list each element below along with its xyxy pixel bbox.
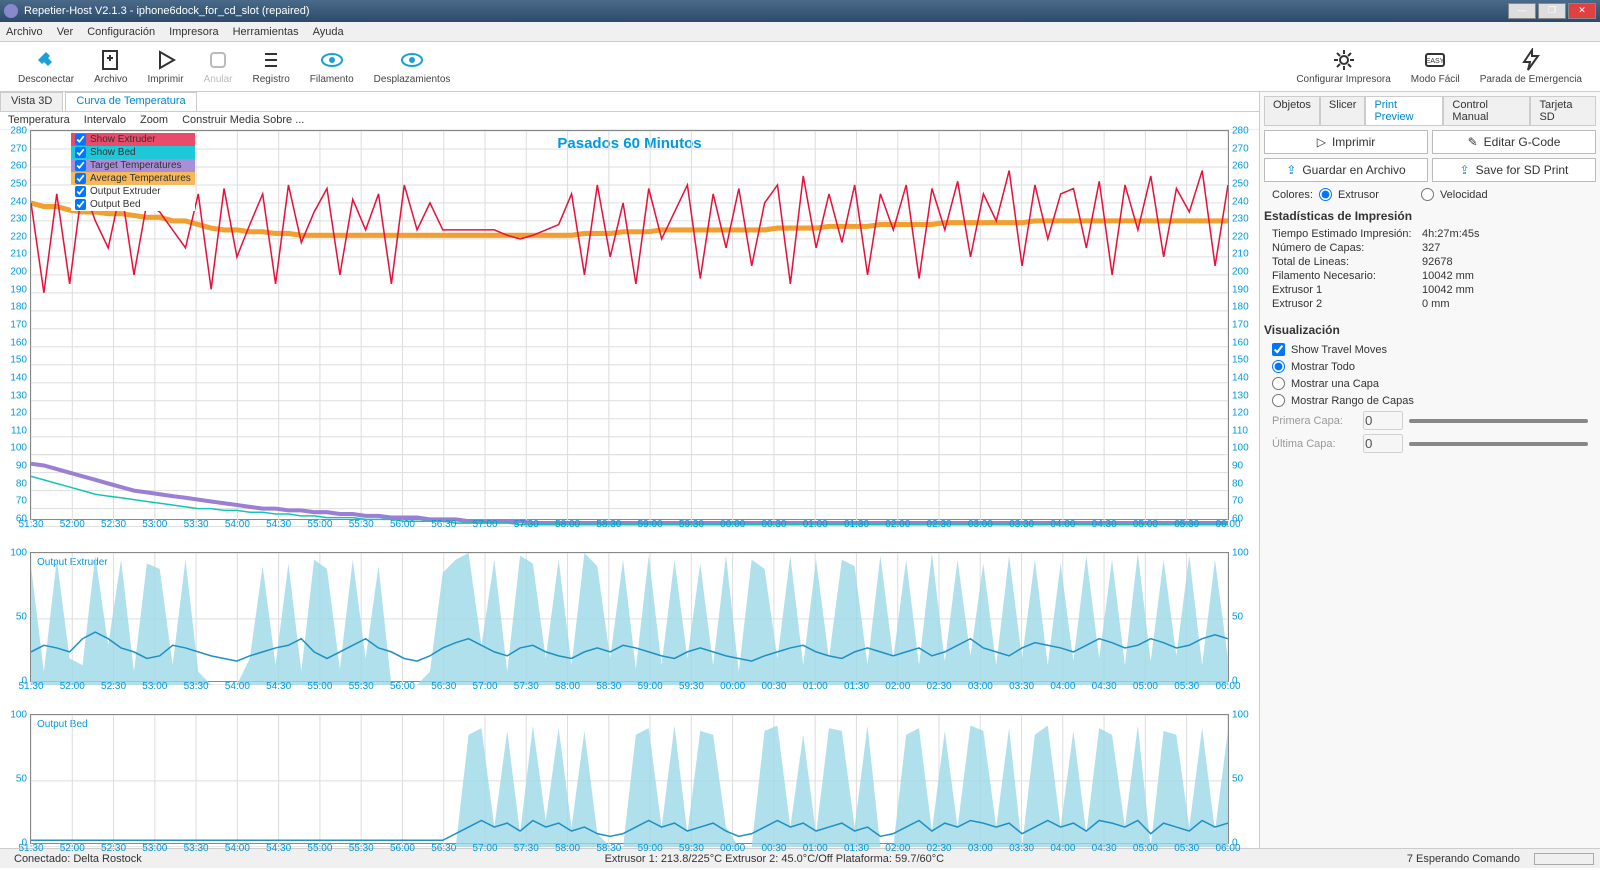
stop-icon <box>206 48 230 72</box>
show-range-radio[interactable] <box>1272 394 1285 407</box>
list-icon <box>259 48 283 72</box>
edit-icon: ✎ <box>1468 135 1478 149</box>
config-printer-button[interactable]: Configurar Impresora <box>1286 46 1400 87</box>
legend-item[interactable]: Show Extruder <box>71 133 195 146</box>
gear-icon <box>1332 48 1356 72</box>
emergency-button[interactable]: Parada de Emergencia <box>1470 46 1592 87</box>
bolt-icon <box>1519 48 1543 72</box>
output-extruder-chart: Output Extruder 05010005010051:3052:0052… <box>30 552 1229 682</box>
tab-print-preview[interactable]: Print Preview <box>1365 96 1443 125</box>
maximize-button[interactable]: ❐ <box>1538 3 1566 19</box>
status-progress <box>1534 853 1594 865</box>
cancel-button[interactable]: Anular <box>194 46 243 87</box>
right-tabs: Objetos Slicer Print Preview Control Man… <box>1264 96 1596 126</box>
legend-item[interactable]: Target Temperatures <box>71 159 195 172</box>
edit-gcode-button[interactable]: ✎Editar G-Code <box>1432 130 1596 154</box>
stat-row: Filamento Necesario:10042 mm <box>1264 269 1596 283</box>
svg-text:EASY: EASY <box>1426 58 1445 65</box>
export-icon: ⇪ <box>1286 163 1296 177</box>
output-bed-chart: Output Bed 05010005010051:3052:0052:3053… <box>30 714 1229 844</box>
menu-file[interactable]: Archivo <box>6 26 43 38</box>
color-mode-row: Colores: Extrusor Velocidad <box>1264 186 1596 203</box>
eye-icon <box>400 48 424 72</box>
eye-icon <box>320 48 344 72</box>
legend-item[interactable]: Output Extruder <box>71 185 195 198</box>
last-layer-slider[interactable] <box>1409 442 1588 446</box>
play-icon: ▷ <box>1317 135 1326 149</box>
easy-icon: EASY <box>1423 48 1447 72</box>
chartmenu-average[interactable]: Construir Media Sobre ... <box>182 114 304 127</box>
menu-help[interactable]: Ayuda <box>313 26 344 38</box>
app-icon <box>4 4 18 18</box>
window-titlebar: Repetier-Host V2.1.3 - iphone6dock_for_c… <box>0 0 1600 22</box>
tab-manual-control[interactable]: Control Manual <box>1443 96 1530 125</box>
tab-view-3d[interactable]: Vista 3D <box>0 92 63 111</box>
tab-temp-curve[interactable]: Curva de Temperatura <box>65 92 196 111</box>
colors-label: Colores: <box>1272 189 1313 201</box>
legend-item[interactable]: Average Temperatures <box>71 172 195 185</box>
status-command: 7 Esperando Comando <box>1399 853 1528 865</box>
print-action-button[interactable]: ▷Imprimir <box>1264 130 1428 154</box>
first-layer-slider[interactable] <box>1409 419 1588 423</box>
menubar: Archivo Ver Configuración Impresora Herr… <box>0 22 1600 42</box>
chart-legend: Show ExtruderShow BedTarget Temperatures… <box>71 133 195 211</box>
close-button[interactable]: ✕ <box>1568 3 1596 19</box>
chartmenu-zoom[interactable]: Zoom <box>140 114 168 127</box>
window-title: Repetier-Host V2.1.3 - iphone6dock_for_c… <box>24 5 1508 17</box>
stats-header: Estadísticas de Impresión <box>1264 209 1596 223</box>
color-extruder-radio[interactable] <box>1319 188 1332 201</box>
print-button[interactable]: Imprimir <box>138 46 194 87</box>
toolbar: Desconectar Archivo Imprimir Anular Regi… <box>0 42 1600 92</box>
export-icon: ⇪ <box>1460 163 1470 177</box>
first-layer-label: Primera Capa: <box>1272 415 1357 427</box>
legend-item[interactable]: Show Bed <box>71 146 195 159</box>
disconnect-button[interactable]: Desconectar <box>8 46 84 87</box>
stat-row: Tiempo Estimado Impresión:4h:27m:45s <box>1264 227 1596 241</box>
legend-item[interactable]: Output Bed <box>71 198 195 211</box>
file-plus-icon <box>99 48 123 72</box>
show-all-radio[interactable] <box>1272 360 1285 373</box>
last-layer-label: Última Capa: <box>1272 438 1357 450</box>
menu-tools[interactable]: Herramientas <box>233 26 299 38</box>
save-sd-button[interactable]: ⇪Save for SD Print <box>1432 158 1596 182</box>
menu-config[interactable]: Configuración <box>87 26 155 38</box>
stat-row: Número de Capas:327 <box>1264 241 1596 255</box>
chart-area: Pasados 60 Minutos 607080901001101201301… <box>0 130 1259 848</box>
color-speed-radio[interactable] <box>1421 188 1434 201</box>
plug-icon <box>34 48 58 72</box>
tab-slicer[interactable]: Slicer <box>1320 96 1366 125</box>
menu-view[interactable]: Ver <box>57 26 74 38</box>
show-one-radio[interactable] <box>1272 377 1285 390</box>
filament-button[interactable]: Filamento <box>300 46 364 87</box>
viz-header: Visualización <box>1264 323 1596 337</box>
tab-sd-card[interactable]: Tarjeta SD <box>1530 96 1596 125</box>
menu-printer[interactable]: Impresora <box>169 26 219 38</box>
file-button[interactable]: Archivo <box>84 46 137 87</box>
log-button[interactable]: Registro <box>243 46 300 87</box>
travel-button[interactable]: Desplazamientos <box>364 46 461 87</box>
stat-row: Extrusor 110042 mm <box>1264 283 1596 297</box>
tab-objects[interactable]: Objetos <box>1264 96 1320 125</box>
main-temp-chart: Pasados 60 Minutos 607080901001101201301… <box>30 130 1229 520</box>
chartmenu-interval[interactable]: Intervalo <box>84 114 126 127</box>
show-travel-check[interactable] <box>1272 343 1285 356</box>
play-icon <box>154 48 178 72</box>
easy-mode-button[interactable]: EASY Modo Fácil <box>1401 46 1470 87</box>
stat-row: Total de Lineas:92678 <box>1264 255 1596 269</box>
chart-menu: Temperatura Intervalo Zoom Construir Med… <box>0 112 1259 130</box>
stat-row: Extrusor 20 mm <box>1264 297 1596 311</box>
view-tabs: Vista 3D Curva de Temperatura <box>0 92 1259 112</box>
first-layer-spin[interactable] <box>1363 411 1403 430</box>
minimize-button[interactable]: — <box>1508 3 1536 19</box>
save-file-button[interactable]: ⇪Guardar en Archivo <box>1264 158 1428 182</box>
last-layer-spin[interactable] <box>1363 434 1403 453</box>
